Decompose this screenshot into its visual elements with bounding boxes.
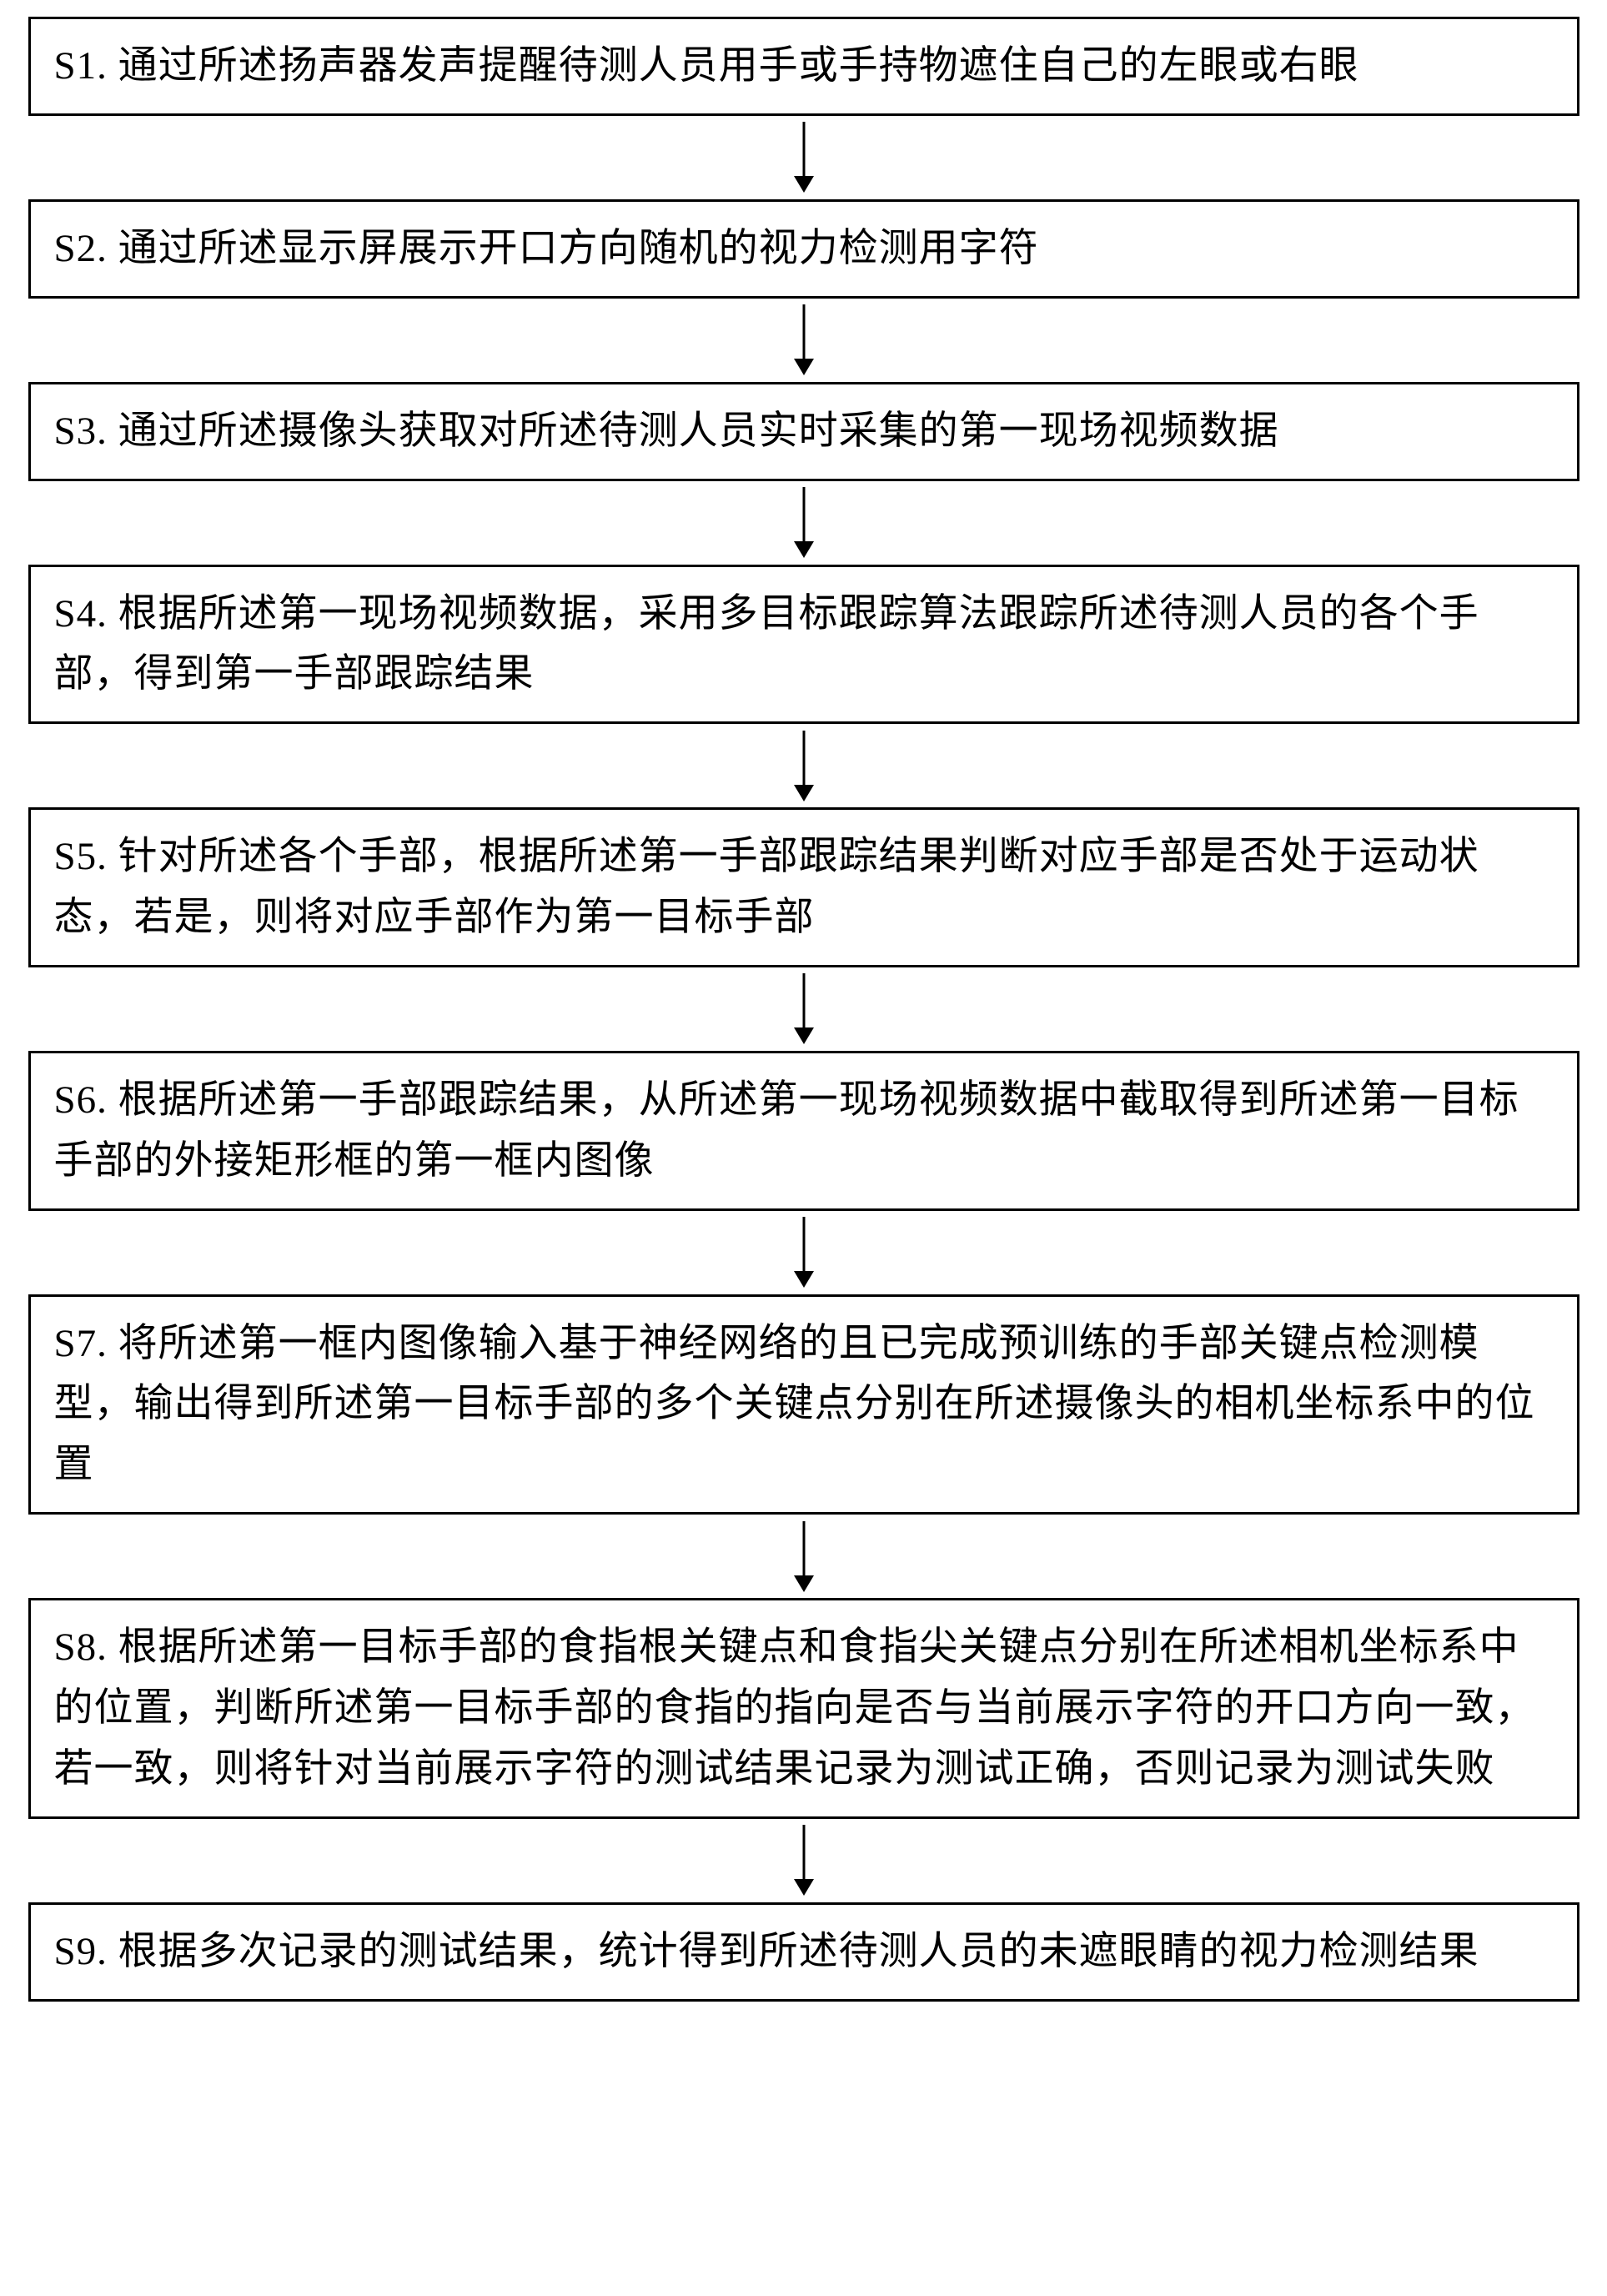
arrow-connector (791, 1211, 816, 1294)
arrow-down-icon (791, 1217, 816, 1288)
step-text: S6. 根据所述第一手部跟踪结果，从所述第一现场视频数据中截取得到所述第一目标手… (54, 1078, 1519, 1183)
step-s8: S8. 根据所述第一目标手部的食指根关键点和食指尖关键点分别在所述相机坐标系中的… (28, 1598, 1579, 1819)
step-text: S7. 将所述第一框内图像输入基于神经网络的且已完成预训练的手部关键点检测模型，… (54, 1322, 1535, 1487)
arrow-down-icon (791, 1825, 816, 1896)
arrow-down-icon (791, 731, 816, 801)
step-s7: S7. 将所述第一框内图像输入基于神经网络的且已完成预训练的手部关键点检测模型，… (28, 1294, 1579, 1515)
arrow-connector (791, 481, 816, 565)
arrow-connector (791, 724, 816, 807)
arrow-connector (791, 116, 816, 199)
step-text: S4. 根据所述第一现场视频数据，采用多目标跟踪算法跟踪所述待测人员的各个手部，… (54, 592, 1479, 696)
flowchart-container: S1. 通过所述扬声器发声提醒待测人员用手或手持物遮住自己的左眼或右眼 S2. … (17, 17, 1590, 2002)
arrow-connector (791, 967, 816, 1051)
arrow-down-icon (791, 122, 816, 193)
arrow-down-icon (791, 973, 816, 1044)
arrow-connector (791, 299, 816, 382)
step-text: S2. 通过所述显示屏展示开口方向随机的视力检测用字符 (54, 227, 1039, 270)
step-text: S3. 通过所述摄像头获取对所述待测人员实时采集的第一现场视频数据 (54, 409, 1279, 453)
step-s3: S3. 通过所述摄像头获取对所述待测人员实时采集的第一现场视频数据 (28, 382, 1579, 481)
step-text: S9. 根据多次记录的测试结果，统计得到所述待测人员的未遮眼睛的视力检测结果 (54, 1930, 1479, 1973)
arrow-connector (791, 1819, 816, 1902)
step-s2: S2. 通过所述显示屏展示开口方向随机的视力检测用字符 (28, 199, 1579, 299)
arrow-down-icon (791, 304, 816, 375)
step-s6: S6. 根据所述第一手部跟踪结果，从所述第一现场视频数据中截取得到所述第一目标手… (28, 1051, 1579, 1211)
arrow-connector (791, 1515, 816, 1598)
step-s5: S5. 针对所述各个手部，根据所述第一手部跟踪结果判断对应手部是否处于运动状态，… (28, 807, 1579, 967)
arrow-down-icon (791, 487, 816, 558)
step-s9: S9. 根据多次记录的测试结果，统计得到所述待测人员的未遮眼睛的视力检测结果 (28, 1902, 1579, 2002)
step-s4: S4. 根据所述第一现场视频数据，采用多目标跟踪算法跟踪所述待测人员的各个手部，… (28, 565, 1579, 725)
step-text: S5. 针对所述各个手部，根据所述第一手部跟踪结果判断对应手部是否处于运动状态，… (54, 835, 1479, 939)
arrow-down-icon (791, 1521, 816, 1592)
step-text: S1. 通过所述扬声器发声提醒待测人员用手或手持物遮住自己的左眼或右眼 (54, 44, 1359, 88)
step-s1: S1. 通过所述扬声器发声提醒待测人员用手或手持物遮住自己的左眼或右眼 (28, 17, 1579, 116)
step-text: S8. 根据所述第一目标手部的食指根关键点和食指尖关键点分别在所述相机坐标系中的… (54, 1625, 1535, 1791)
